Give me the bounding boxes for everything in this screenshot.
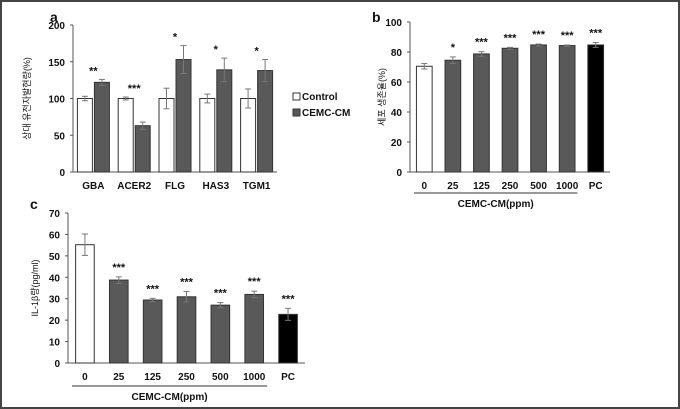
y-tick-label: 100	[48, 95, 65, 106]
x-tick-label: FLG	[165, 181, 185, 192]
x-tick-label: 250	[502, 181, 519, 192]
y-tick-label: 60	[391, 78, 403, 89]
x-tick-label: 125	[473, 181, 490, 192]
x-tick-label: 25	[447, 181, 459, 192]
legend-swatch	[292, 108, 301, 117]
x-tick-label: 1000	[556, 181, 579, 192]
bar	[278, 313, 298, 364]
bar	[244, 293, 265, 364]
x-tick-label: 0	[422, 181, 428, 192]
significance-label: *	[173, 32, 178, 44]
y-tick-label: 40	[391, 108, 403, 119]
significance-label: ***	[214, 288, 228, 300]
x-tick-label: 0	[82, 372, 88, 383]
bar	[76, 98, 93, 173]
significance-label: ***	[475, 37, 489, 49]
x-tick-label: TGM1	[243, 181, 271, 192]
bar	[216, 69, 233, 173]
y-tick-label: 10	[49, 338, 61, 349]
significance-label: ***	[282, 293, 296, 305]
y-tick-label: 20	[49, 316, 61, 327]
y-tick-label: 100	[385, 18, 402, 29]
x-tick-label: PC	[589, 181, 603, 192]
bar	[158, 98, 175, 173]
y-tick-label: 150	[48, 58, 65, 69]
significance-label: **	[89, 65, 98, 77]
bar	[530, 44, 547, 173]
significance-label: ***	[532, 29, 546, 41]
y-axis-label: IL-1β량(pg/ml)	[29, 260, 40, 317]
x-tick-label: 250	[178, 372, 195, 383]
bar	[75, 244, 95, 364]
y-axis-label: 상대 유전자발현량(%)	[21, 57, 32, 140]
bar	[473, 53, 490, 173]
legend-label: Control	[302, 92, 338, 103]
y-tick-label: 50	[49, 252, 61, 263]
x-tick-label: HAS3	[202, 181, 229, 192]
significance-label: *	[214, 44, 219, 56]
bar	[444, 59, 462, 173]
y-tick-label: 0	[396, 168, 402, 179]
y-tick-label: 0	[54, 359, 60, 370]
x-tick-label: PC	[281, 372, 295, 383]
significance-label: ***	[589, 28, 603, 40]
x-tick-label: GBA	[82, 181, 104, 192]
bar	[240, 98, 257, 173]
bar	[175, 59, 192, 173]
bar	[117, 98, 134, 173]
y-tick-label: 80	[391, 48, 403, 59]
bar	[257, 70, 274, 173]
x-tick-label: ACER2	[117, 181, 151, 192]
panel-label-b: b	[372, 9, 381, 25]
significance-label: ***	[248, 276, 262, 288]
panel-label-c: c	[30, 196, 38, 212]
x-axis-label: CEMC-CM(ppm)	[458, 199, 534, 210]
bar	[501, 47, 519, 173]
significance-label: ***	[504, 32, 518, 44]
y-tick-label: 30	[49, 295, 61, 306]
y-axis-label: 세포 생존율(%)	[377, 68, 387, 126]
y-tick-label: 200	[48, 21, 65, 32]
x-axis-label: CEMC-CM(ppm)	[132, 392, 208, 403]
legend-swatch	[292, 92, 301, 101]
bar	[93, 81, 110, 173]
x-tick-label: 125	[144, 372, 161, 383]
x-tick-label: 1000	[243, 372, 266, 383]
x-tick-label: 500	[530, 181, 547, 192]
bar	[134, 125, 151, 173]
legend-label: CEMC-CM	[302, 108, 350, 119]
significance-label: ***	[128, 83, 142, 95]
bar	[210, 304, 231, 364]
significance-label: *	[451, 42, 456, 54]
bar	[142, 299, 163, 364]
panel-label-a: a	[50, 9, 58, 25]
y-tick-label: 50	[54, 131, 66, 142]
significance-label: ***	[146, 283, 160, 295]
y-tick-label: 40	[49, 273, 61, 284]
x-tick-label: 25	[113, 372, 125, 383]
bar	[415, 65, 433, 173]
y-tick-label: 0	[59, 168, 65, 179]
y-tick-label: 60	[49, 230, 61, 241]
x-tick-label: 500	[212, 372, 229, 383]
bar	[587, 44, 605, 173]
significance-label: ***	[112, 262, 126, 274]
bar	[176, 296, 197, 364]
bar	[199, 98, 216, 173]
y-tick-label: 70	[49, 209, 61, 220]
significance-label: *	[254, 46, 259, 58]
significance-label: ***	[561, 30, 575, 42]
bar	[558, 45, 576, 173]
y-tick-label: 20	[391, 138, 403, 149]
significance-label: ***	[180, 276, 194, 288]
bar	[108, 279, 129, 364]
